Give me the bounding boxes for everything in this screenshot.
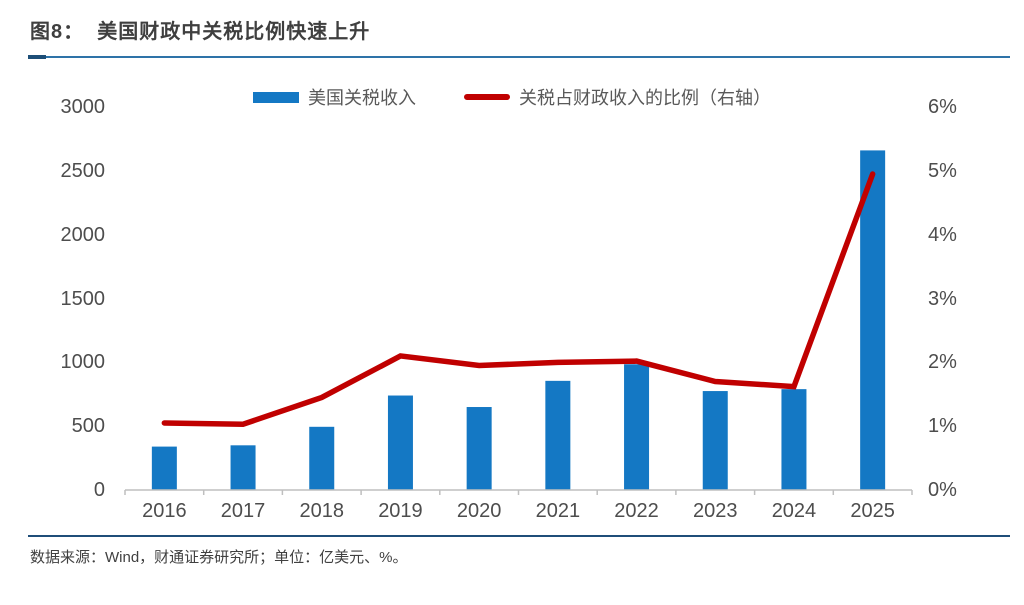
right-axis-tick-label: 3% [928, 287, 957, 310]
left-axis-tick-label: 2000 [60, 223, 106, 246]
left-axis-tick-label: 3000 [60, 96, 106, 118]
bar-2024 [781, 389, 807, 490]
right-axis-tick-label: 1% [928, 415, 957, 438]
left-axis-tick-label: 0 [93, 479, 105, 501]
right-axis-tick-label: 4% [928, 223, 957, 246]
bar-2025 [860, 150, 886, 490]
bar-2016 [151, 446, 177, 490]
x-axis-year-label: 2023 [693, 500, 738, 522]
x-axis-year-label: 2017 [220, 500, 266, 522]
bar-2021 [545, 380, 571, 490]
bar-legend-swatch [253, 91, 299, 103]
right-axis-tick-label: 2% [928, 351, 957, 374]
tariff-share-line [161, 171, 876, 428]
bar-2019 [387, 395, 413, 490]
bar-2020 [466, 407, 492, 490]
legend-item-line: 关税占财政收入的比例（右轴） [464, 84, 771, 110]
line-legend-swatch [464, 94, 510, 100]
bar-2017 [230, 445, 256, 490]
left-axis-tick-label: 1000 [60, 351, 106, 374]
x-axis-year-label: 2020 [456, 500, 502, 522]
x-axis-year-label: 2018 [299, 500, 345, 522]
right-axis-tick-label: 0% [928, 479, 957, 501]
right-axis-tick-label: 6% [928, 96, 957, 118]
x-axis-year-label: 2019 [378, 500, 423, 522]
footer-rule [28, 535, 1010, 537]
x-axis-year-label: 2024 [771, 500, 817, 522]
left-axis-tick-label: 500 [71, 415, 105, 438]
x-axis-year-label: 2022 [614, 500, 659, 522]
source-note: 数据来源：Wind，财通证券研究所；单位：亿美元、%。 [30, 549, 408, 566]
bar-2018 [309, 426, 335, 490]
line-legend-label: 关税占财政收入的比例（右轴） [519, 88, 771, 108]
bar-2022 [624, 364, 650, 490]
chart-legend: 美国关税收入 关税占财政收入的比例（右轴） [0, 84, 1024, 110]
title-underline [28, 56, 1010, 58]
bar-legend-label: 美国关税收入 [308, 88, 416, 108]
x-axis-year-label: 2021 [535, 500, 581, 522]
x-axis-year-label: 2016 [142, 500, 187, 522]
legend-item-bar: 美国关税收入 [253, 84, 416, 110]
left-axis-tick-label: 1500 [60, 287, 106, 310]
right-axis-tick-label: 5% [928, 159, 957, 182]
title-underline-dash [28, 55, 46, 59]
bar-2023 [702, 391, 728, 490]
figure-title: 图8： 美国财政中关税比例快速上升 [30, 21, 371, 43]
left-axis-tick-label: 2500 [60, 159, 106, 182]
x-axis-year-label: 2025 [850, 500, 895, 522]
